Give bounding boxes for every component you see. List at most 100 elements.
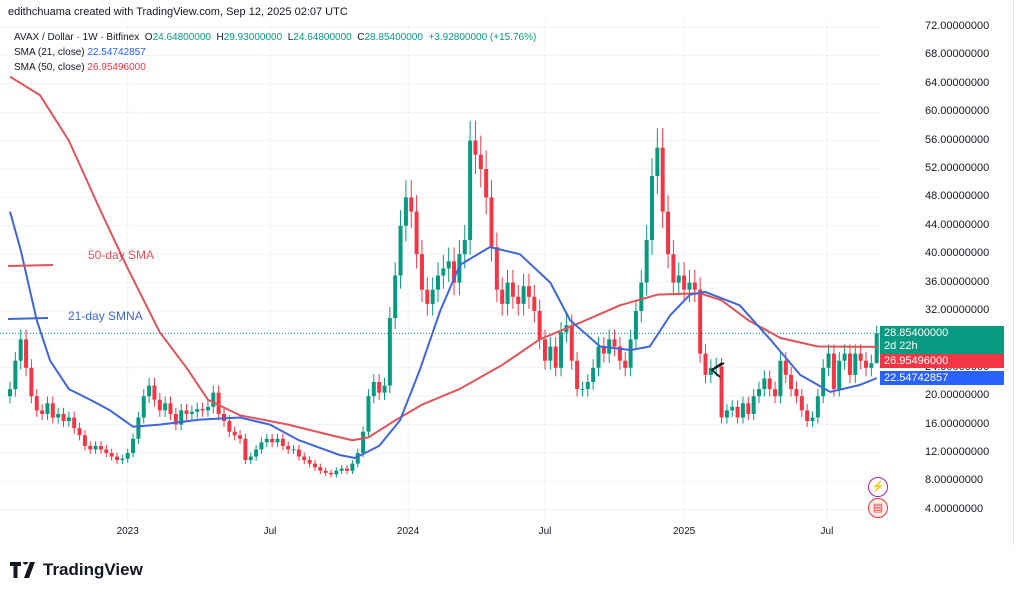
candle-body <box>735 406 740 418</box>
high-value: 29.93000000 <box>223 32 283 43</box>
candle-body <box>537 311 542 340</box>
candle-body <box>858 353 863 361</box>
candle-body <box>398 225 403 276</box>
candle-body <box>264 438 269 443</box>
candle-body <box>136 417 141 439</box>
price-tick-label: 40.00000000 <box>925 247 990 260</box>
chart-legend: AVAX / Dollar · 1W · Bitfinex O24.648000… <box>14 30 536 75</box>
candle-body <box>478 154 483 169</box>
candle-body <box>682 275 687 290</box>
candle-body <box>751 396 756 414</box>
price-badge: 28.85400000 2d 22h <box>880 326 1004 354</box>
candle-body <box>548 346 553 361</box>
candle-body <box>692 282 697 290</box>
candle-body <box>660 147 665 212</box>
candle-body <box>698 289 703 354</box>
price-tick-label: 56.00000000 <box>925 133 990 146</box>
time-tick-label: Jul <box>538 526 552 537</box>
brand-name: TradingView <box>43 560 143 579</box>
candle-body <box>826 353 831 368</box>
price-tick-label: 52.00000000 <box>925 162 990 174</box>
candle-body <box>205 406 210 411</box>
candle-body <box>280 438 285 446</box>
price-tick-label: 44.00000000 <box>925 218 990 231</box>
candle-body <box>200 408 205 411</box>
price-tick-label: 36.00000000 <box>925 275 990 288</box>
candle-body <box>61 413 66 422</box>
price-tick-label: 16.00000000 <box>925 417 990 430</box>
candle-body <box>414 211 419 255</box>
candle-body <box>131 438 136 453</box>
candle-body <box>361 431 366 453</box>
candle-body <box>708 367 713 375</box>
us-flag-icon[interactable]: ▤ <box>868 498 888 518</box>
candle-body <box>34 396 39 411</box>
candle-body <box>516 296 521 304</box>
candle-body <box>248 456 253 461</box>
candle-body <box>623 360 628 368</box>
candle-body <box>120 458 125 461</box>
candle-body <box>473 140 478 155</box>
candle-body <box>189 411 194 414</box>
candle-body <box>436 275 440 290</box>
candle-body <box>521 286 526 304</box>
candle-body <box>810 417 815 422</box>
candle-body <box>157 399 162 411</box>
sma21-row[interactable]: SMA (21, close) 22.54742857 <box>14 45 536 60</box>
candle-body <box>676 275 681 283</box>
arrow-annotation-icon <box>710 362 725 378</box>
candle-body <box>179 410 184 425</box>
candle-body <box>778 360 783 397</box>
candle-body <box>82 435 87 446</box>
candle-body <box>115 456 119 461</box>
candle-body <box>8 389 12 397</box>
candle-body <box>339 468 344 471</box>
candle-body <box>312 463 317 468</box>
candle-body <box>430 289 435 304</box>
sma21-line <box>9 211 878 459</box>
sma50-row[interactable]: SMA (50, close) 26.95496000 <box>14 60 536 75</box>
candle-body <box>238 435 243 439</box>
symbol-label[interactable]: AVAX / Dollar · 1W · Bitfinex <box>14 32 140 43</box>
time-tick-label: Jul <box>820 526 834 537</box>
candle-body <box>468 140 473 240</box>
candle-body <box>125 453 130 459</box>
candle-body <box>307 460 312 464</box>
candle-body <box>66 417 71 422</box>
candle-body <box>227 421 232 432</box>
sma21-annotation: 21-day SMNA <box>68 309 143 323</box>
candle-body <box>323 470 328 473</box>
candle-body <box>168 403 173 414</box>
candle-body <box>254 449 259 457</box>
candle-body <box>628 339 633 368</box>
candle-body <box>671 254 676 283</box>
close-label: C <box>357 32 365 43</box>
candle-body <box>746 403 751 414</box>
candle-body <box>232 431 237 436</box>
candle-body <box>612 339 617 347</box>
sma50-annotation-line <box>7 264 54 267</box>
price-tick-label: 48.00000000 <box>925 190 990 203</box>
candle-body <box>505 282 510 304</box>
sma50-line <box>9 75 877 442</box>
candle-body <box>318 467 323 471</box>
candle-body <box>173 413 178 425</box>
candle-body <box>596 346 601 368</box>
candle-body <box>72 417 77 429</box>
candle-body <box>345 468 350 471</box>
candle-body <box>719 366 724 418</box>
candle-body <box>639 282 644 311</box>
candle-body <box>783 360 788 375</box>
change-value: +3.92800000 (+15.76%) <box>428 32 537 43</box>
open-value: 24.64800000 <box>152 32 211 43</box>
time-tick-label: 2023 <box>116 526 139 537</box>
tradingview-logo[interactable]: TradingView <box>10 560 143 580</box>
price-tick-label: 60.00000000 <box>925 105 990 118</box>
candle-body <box>77 428 82 436</box>
lightning-icon[interactable]: ⚡ <box>868 477 888 497</box>
candle-body <box>441 268 446 276</box>
candle-body <box>286 445 291 450</box>
candle-body <box>270 438 275 443</box>
candle-body <box>366 396 371 432</box>
